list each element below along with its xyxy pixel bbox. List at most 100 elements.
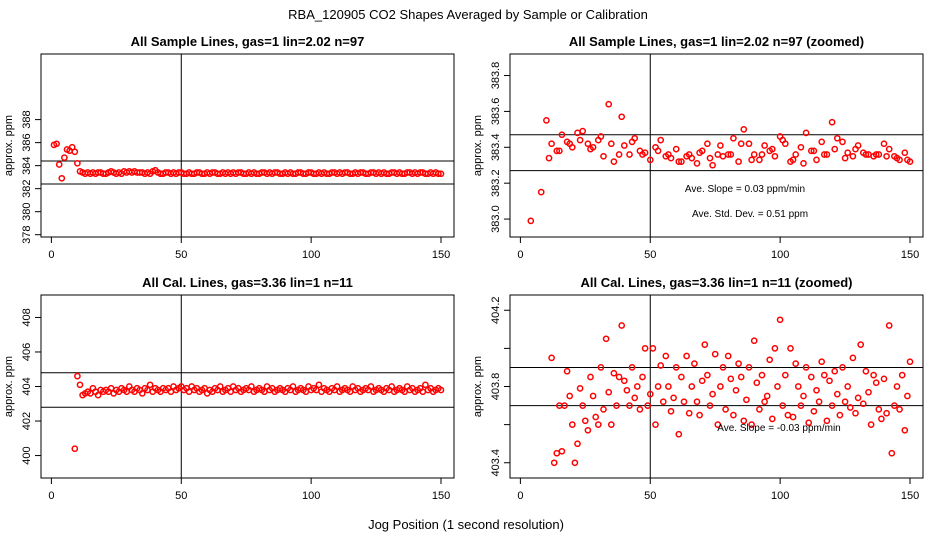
data-point bbox=[659, 398, 667, 406]
data-point bbox=[561, 402, 568, 409]
data-point bbox=[802, 129, 810, 137]
y-tick-label: 403.4 bbox=[490, 449, 502, 477]
data-point bbox=[852, 145, 859, 153]
data-point bbox=[652, 421, 659, 428]
y-tick-label: 383.2 bbox=[490, 169, 502, 197]
data-point bbox=[730, 134, 737, 142]
data-point bbox=[717, 142, 724, 149]
y-tick-label: 386 bbox=[21, 133, 33, 151]
data-point bbox=[807, 147, 815, 155]
data-point bbox=[548, 354, 555, 362]
data-point bbox=[628, 364, 636, 371]
data-point bbox=[745, 140, 753, 148]
data-point bbox=[61, 154, 68, 161]
data-point bbox=[693, 398, 701, 406]
data-point bbox=[597, 133, 605, 140]
data-point bbox=[594, 421, 602, 428]
data-point bbox=[748, 421, 755, 428]
data-point bbox=[807, 373, 815, 381]
data-point bbox=[880, 140, 888, 148]
data-point bbox=[878, 415, 885, 423]
data-point bbox=[600, 406, 607, 413]
data-point bbox=[553, 147, 561, 155]
data-point bbox=[740, 126, 748, 133]
data-point bbox=[797, 402, 805, 409]
data-point bbox=[633, 383, 641, 390]
data-point bbox=[639, 373, 646, 381]
data-point bbox=[867, 421, 875, 428]
data-point bbox=[893, 154, 901, 162]
data-point bbox=[602, 335, 610, 343]
data-point bbox=[556, 147, 563, 155]
data-point bbox=[839, 364, 846, 371]
data-point bbox=[566, 392, 574, 400]
data-point bbox=[657, 362, 665, 369]
chart-panel-4: All Cal. Lines, gas=3.36 lin=1 n=11 (zoo… bbox=[472, 275, 924, 502]
y-tick-label: 378 bbox=[21, 226, 33, 244]
data-point bbox=[654, 147, 662, 155]
data-point bbox=[685, 409, 693, 417]
x-tick-label: 0 bbox=[48, 249, 54, 261]
data-point bbox=[610, 369, 618, 377]
data-point bbox=[592, 413, 600, 421]
data-point bbox=[756, 156, 763, 164]
y-axis-label: approx. ppm bbox=[472, 115, 484, 176]
data-point bbox=[859, 400, 867, 408]
data-point bbox=[654, 383, 662, 390]
data-point bbox=[896, 406, 903, 413]
data-point bbox=[548, 140, 555, 148]
data-point bbox=[696, 149, 703, 157]
chart-title: All Sample Lines, gas=1 lin=2.02 n=97 (z… bbox=[569, 34, 864, 49]
figure-title: RBA_120905 CO2 Shapes Averaged by Sample… bbox=[288, 7, 648, 22]
data-point bbox=[748, 156, 755, 164]
data-point bbox=[870, 371, 877, 379]
data-point bbox=[800, 392, 807, 400]
data-point bbox=[724, 352, 732, 360]
data-point bbox=[94, 391, 102, 399]
data-point bbox=[670, 394, 677, 402]
data-point bbox=[774, 383, 781, 390]
data-point bbox=[146, 381, 154, 389]
data-point bbox=[836, 411, 844, 419]
y-tick-label: 384 bbox=[21, 156, 33, 174]
data-point bbox=[636, 406, 644, 413]
chart-title: All Cal. Lines, gas=3.36 lin=1 n=11 bbox=[142, 275, 353, 290]
data-point bbox=[719, 364, 727, 371]
data-point bbox=[831, 145, 839, 153]
chart-panel-2: All Sample Lines, gas=1 lin=2.02 n=97 (z… bbox=[472, 34, 924, 261]
data-point bbox=[550, 459, 558, 467]
data-point bbox=[691, 360, 698, 367]
data-point bbox=[714, 421, 722, 428]
data-point bbox=[833, 390, 841, 398]
data-point bbox=[709, 161, 716, 169]
data-point bbox=[138, 390, 146, 397]
data-point bbox=[766, 356, 774, 364]
data-point bbox=[880, 375, 888, 383]
data-point bbox=[367, 383, 375, 390]
x-tick-label: 0 bbox=[517, 490, 523, 502]
data-point bbox=[74, 372, 81, 380]
chart-panel-1: All Sample Lines, gas=1 lin=2.02 n=97 app… bbox=[3, 34, 455, 261]
data-point bbox=[758, 371, 766, 379]
data-point bbox=[854, 394, 862, 402]
data-point bbox=[750, 337, 758, 345]
data-point bbox=[706, 154, 714, 162]
data-point bbox=[730, 411, 737, 419]
data-point bbox=[735, 158, 742, 165]
data-point bbox=[568, 421, 576, 428]
data-point bbox=[872, 379, 880, 387]
data-point bbox=[724, 151, 732, 158]
x-tick-label: 150 bbox=[432, 249, 450, 261]
data-point bbox=[818, 358, 826, 366]
data-point bbox=[704, 371, 711, 379]
y-tick-label: 408 bbox=[21, 308, 33, 326]
data-point bbox=[898, 371, 906, 379]
data-point bbox=[768, 415, 776, 423]
y-tick-label: 383.6 bbox=[490, 98, 502, 126]
data-point bbox=[558, 131, 566, 139]
data-point bbox=[776, 316, 784, 324]
data-point bbox=[571, 459, 579, 467]
data-point bbox=[581, 417, 589, 425]
data-point bbox=[683, 352, 690, 360]
